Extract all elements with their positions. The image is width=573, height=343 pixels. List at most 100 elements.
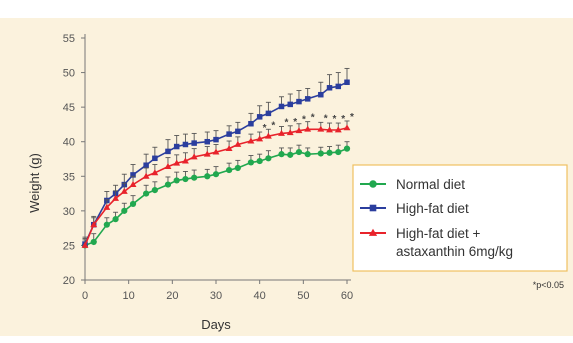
series-layer: * * * * * * * * * * (81, 67, 354, 249)
series-astaxanthin: * * * * * * * * * * (81, 112, 354, 248)
data-point (304, 151, 311, 158)
y-tick-label: 35 (63, 171, 75, 183)
significance-mark: * (350, 112, 354, 123)
data-point (173, 159, 181, 166)
data-point (112, 194, 120, 201)
x-tick-label: 10 (123, 290, 135, 302)
significance-mark: * (341, 114, 345, 125)
data-point (344, 79, 350, 86)
data-point (164, 163, 172, 170)
axes: 20 25 30 35 40 45 50 55 0 10 20 30 40 50 60 (63, 33, 353, 302)
data-point (256, 135, 264, 142)
legend-label: High-fat diet + (396, 226, 481, 241)
significance-mark: * (293, 117, 297, 128)
data-point (248, 120, 254, 127)
series-line (84, 147, 348, 247)
data-point (264, 132, 272, 139)
data-point (335, 83, 342, 90)
data-point (181, 157, 189, 164)
y-tick-label: 25 (63, 240, 75, 252)
data-point (213, 136, 219, 143)
significance-note: *p<0.05 (533, 280, 564, 290)
legend: Normal diet High-fat diet High-fat diet + a… (352, 164, 568, 272)
data-point (173, 177, 180, 184)
data-point (278, 129, 285, 136)
y-tick-label: 40 (63, 137, 75, 149)
significance-mark: * (311, 113, 315, 124)
data-point (143, 190, 150, 197)
data-point (318, 91, 324, 98)
data-point (247, 159, 255, 166)
legend-label: Normal diet (396, 177, 465, 192)
data-point (317, 150, 324, 157)
data-point (226, 166, 233, 174)
data-point (278, 151, 285, 158)
data-point (317, 125, 325, 132)
series-normal-diet (81, 141, 351, 249)
data-point (142, 172, 150, 179)
significance-mark: * (285, 118, 289, 129)
y-tick-label: 30 (63, 206, 75, 218)
data-point (212, 171, 220, 178)
x-tick-label: 40 (254, 290, 266, 302)
x-tick-label: 0 (82, 290, 88, 302)
data-point (234, 140, 242, 147)
data-point (265, 110, 272, 117)
data-point (129, 181, 137, 187)
data-point (191, 140, 197, 146)
x-axis-title: Days (201, 317, 231, 332)
data-point (295, 127, 303, 134)
data-point (235, 128, 241, 135)
data-point (343, 145, 351, 152)
data-point (247, 137, 255, 144)
data-point (334, 126, 342, 133)
data-point (326, 85, 333, 91)
data-point (225, 145, 233, 152)
data-point (287, 151, 294, 158)
data-point (90, 221, 98, 228)
data-point (190, 153, 198, 160)
data-point (234, 164, 241, 172)
legend-marker (369, 180, 377, 188)
legend-marker (369, 204, 377, 212)
data-point (343, 124, 351, 131)
data-point (129, 200, 137, 208)
data-point (152, 155, 158, 162)
data-point (212, 148, 220, 155)
data-point (203, 150, 211, 157)
legend-label: High-fat diet (396, 201, 469, 216)
data-point (103, 221, 110, 228)
data-point (164, 181, 172, 188)
significance-mark: * (263, 123, 267, 134)
data-point (304, 96, 311, 102)
y-tick-label: 55 (63, 33, 75, 45)
legend-entry-high-fat-diet: High-fat diet (360, 201, 469, 216)
significance-mark: * (324, 113, 328, 124)
data-point (204, 138, 211, 145)
data-point (173, 143, 180, 150)
data-point (165, 148, 171, 155)
x-tick-label: 60 (341, 290, 353, 302)
y-tick-label: 20 (63, 275, 75, 287)
legend-entry-normal-diet: Normal diet (360, 177, 465, 192)
y-tick-label: 50 (63, 68, 75, 80)
significance-mark: * (302, 115, 306, 126)
data-point (304, 125, 312, 132)
data-point (130, 172, 136, 178)
data-point (191, 174, 198, 181)
data-point (335, 148, 342, 156)
data-point (326, 126, 333, 133)
series-high-fat-diet (82, 67, 350, 247)
legend-label: astaxanthin 6mg/kg (396, 244, 513, 259)
data-point (182, 141, 189, 148)
data-point (151, 169, 159, 176)
data-point (81, 241, 89, 248)
data-point (295, 148, 303, 156)
data-point (143, 162, 149, 168)
data-point (151, 187, 158, 194)
data-point (286, 129, 294, 136)
data-point (278, 103, 285, 110)
data-point (296, 98, 302, 105)
